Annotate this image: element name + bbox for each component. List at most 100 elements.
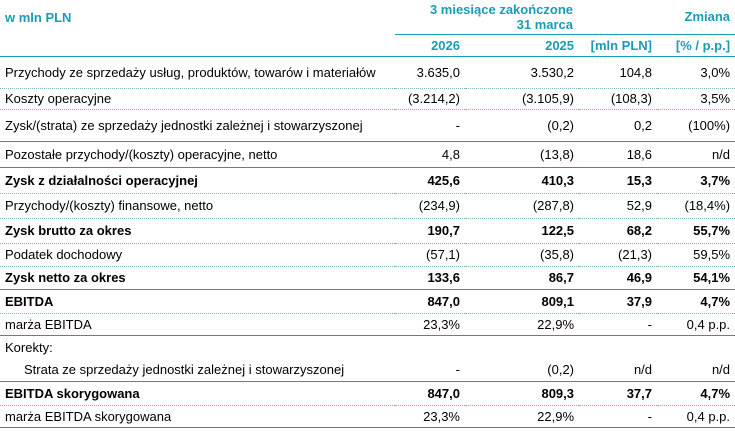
financial-table: w mln PLN 3 miesiące zakończone 31 marca… <box>0 0 735 428</box>
row-label: Pozostałe przychody/(koszty) operacyjne,… <box>0 141 395 168</box>
change-pct: n/d <box>657 359 735 382</box>
change-abs: 37,9 <box>579 289 658 314</box>
value-2026: 190,7 <box>395 218 465 244</box>
table-row: Strata ze sprzedaży jednostki zależnej i… <box>0 359 735 382</box>
change-abs: 37,7 <box>579 381 658 406</box>
change-pct: 0,4 p.p. <box>657 313 735 336</box>
value-2026: (234,9) <box>395 193 465 219</box>
row-label: Zysk netto za okres <box>0 266 395 290</box>
value-2026: 847,0 <box>395 289 465 314</box>
value-2025: (13,8) <box>465 141 580 168</box>
change-pct: 0,4 p.p. <box>657 405 735 428</box>
row-label: Zysk z działalności operacyjnej <box>0 167 395 194</box>
value-2026: - <box>395 359 465 382</box>
value-2025: 22,9% <box>465 313 580 336</box>
table-row: Podatek dochodowy (57,1) (35,8) (21,3) 5… <box>0 243 735 267</box>
change-abs: 104,8 <box>579 56 658 89</box>
value-2025: 22,9% <box>465 405 580 428</box>
change-pct: 4,7% <box>657 289 735 314</box>
value-2026: (57,1) <box>395 243 465 267</box>
change-label: Zmiana <box>684 9 731 25</box>
row-label: Korekty: <box>5 339 53 355</box>
table-row: Zysk brutto za okres 190,7 122,5 68,2 55… <box>0 218 735 244</box>
table-row: Zysk z działalności operacyjnej 425,6 41… <box>0 167 735 194</box>
change-pct: n/d <box>657 141 735 168</box>
value-2026: 4,8 <box>395 141 465 168</box>
value-2025 <box>465 335 579 359</box>
value-2025: (0,2) <box>465 359 580 382</box>
change-abs: - <box>579 405 658 428</box>
change-abs: n/d <box>579 359 658 382</box>
period-label: 3 miesiące zakończone 31 marca <box>395 0 579 34</box>
value-2025: 410,3 <box>465 167 580 194</box>
value-2025: (0,2) <box>465 109 580 142</box>
change-abs: 18,6 <box>579 141 658 168</box>
change-pct: (100%) <box>657 109 735 142</box>
table-row: Zysk netto za okres 133,6 86,7 46,9 54,1… <box>0 266 735 290</box>
table-row: Koszty operacyjne (3.214,2) (3.105,9) (1… <box>0 88 735 110</box>
period-label-line1: 3 miesiące zakończone <box>429 1 574 17</box>
row-label: Przychody/(koszty) finansowe, netto <box>0 193 395 219</box>
row-label: Strata ze sprzedaży jednostki zależnej i… <box>0 359 395 382</box>
table-row: Korekty: <box>0 335 735 359</box>
value-2025: 809,3 <box>465 381 580 406</box>
value-2025: (35,8) <box>465 243 580 267</box>
change-pct: 3,7% <box>657 167 735 194</box>
table-row: marża EBITDA skorygowana 23,3% 22,9% - 0… <box>0 405 735 428</box>
row-label: marża EBITDA skorygowana <box>0 405 395 428</box>
change-pct: (18,4%) <box>657 193 735 219</box>
change-abs: 0,2 <box>579 109 658 142</box>
table-row: marża EBITDA 23,3% 22,9% - 0,4 p.p. <box>0 313 735 336</box>
table-row: Przychody ze sprzedaży usług, produktów,… <box>0 56 735 89</box>
change-pct: 55,7% <box>657 218 735 244</box>
value-2026: 3.635,0 <box>395 56 465 89</box>
header-row-2: 2026 2025 [mln PLN] [% / p.p.] <box>0 33 735 57</box>
table-row: Pozostałe przychody/(koszty) operacyjne,… <box>0 141 735 168</box>
change-pct: 3,0% <box>657 56 735 89</box>
value-2026: 23,3% <box>395 313 465 336</box>
change-pct: 4,7% <box>657 381 735 406</box>
value-2026 <box>395 335 465 359</box>
value-2026: - <box>395 109 465 142</box>
period-label-line2: 31 marca <box>516 16 574 32</box>
change-abs-header: [mln PLN] <box>579 33 658 57</box>
value-2026: 23,3% <box>395 405 465 428</box>
table-row: Zysk/(strata) ze sprzedaży jednostki zal… <box>0 109 735 142</box>
row-label: Zysk brutto za okres <box>0 218 395 244</box>
change-pct: 3,5% <box>657 88 735 110</box>
header-empty-cell <box>0 34 395 57</box>
row-label: EBITDA <box>0 289 395 314</box>
value-2026: 847,0 <box>395 381 465 406</box>
change-abs: 46,9 <box>579 266 658 290</box>
row-label: Przychody ze sprzedaży usług, produktów,… <box>0 56 395 89</box>
value-2025: (3.105,9) <box>465 88 580 110</box>
value-2026: 425,6 <box>395 167 465 194</box>
year-2026-header: 2026 <box>395 33 465 57</box>
change-abs: 15,3 <box>579 167 658 194</box>
value-2025: 3.530,2 <box>465 56 580 89</box>
year-2025-header: 2025 <box>465 33 580 57</box>
row-label: marża EBITDA <box>0 313 395 336</box>
change-abs: - <box>579 313 658 336</box>
change-abs: 52,9 <box>579 193 658 219</box>
value-2026: 133,6 <box>395 266 465 290</box>
row-label: Podatek dochodowy <box>0 243 395 267</box>
table-row: EBITDA 847,0 809,1 37,9 4,7% <box>0 289 735 314</box>
change-abs: (108,3) <box>579 88 658 110</box>
change-abs: 68,2 <box>579 218 658 244</box>
change-abs <box>579 335 657 359</box>
change-pct: 54,1% <box>657 266 735 290</box>
change-pct-header: [% / p.p.] <box>657 33 735 57</box>
value-2025: 122,5 <box>465 218 580 244</box>
row-label: Zysk/(strata) ze sprzedaży jednostki zal… <box>0 109 395 142</box>
table-row: EBITDA skorygowana 847,0 809,3 37,7 4,7% <box>0 381 735 406</box>
value-2025: (287,8) <box>465 193 580 219</box>
change-pct <box>657 335 735 359</box>
table-row: Przychody/(koszty) finansowe, netto (234… <box>0 193 735 219</box>
value-2025: 86,7 <box>465 266 580 290</box>
change-abs: (21,3) <box>579 243 658 267</box>
value-2025: 809,1 <box>465 289 580 314</box>
value-2026: (3.214,2) <box>395 88 465 110</box>
change-pct: 59,5% <box>657 243 735 267</box>
row-label: Koszty operacyjne <box>0 88 395 110</box>
